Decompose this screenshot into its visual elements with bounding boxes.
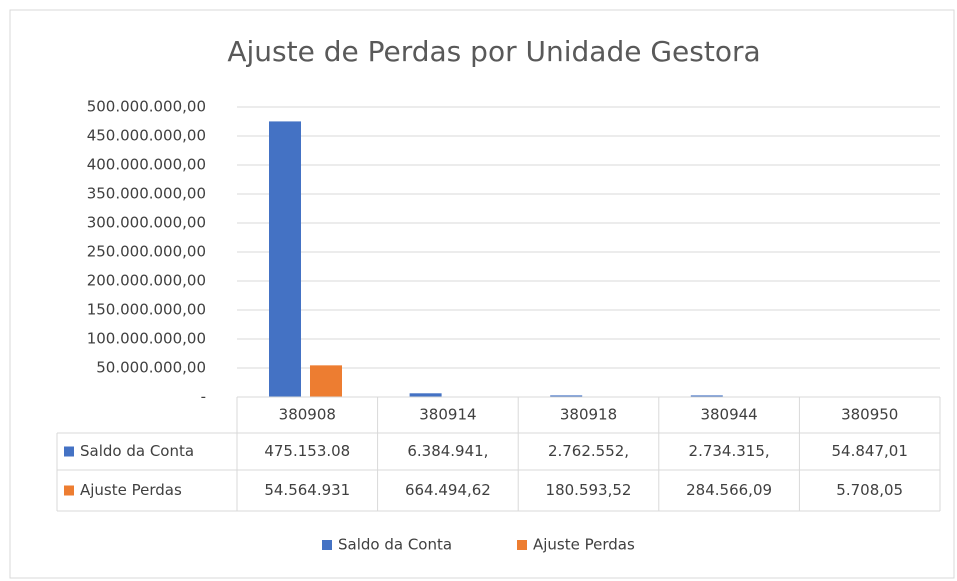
y-tick-label: 150.000.000,00 [87,301,206,319]
table-cell: 664.494,62 [405,481,491,499]
x-tick-label: 380950 [841,406,898,424]
chart-title: Ajuste de Perdas por Unidade Gestora [227,35,760,68]
table-cell: 2.762.552, [548,442,629,460]
table-cell: 2.734.315, [689,442,770,460]
table-cell: 284.566,09 [686,481,772,499]
y-tick-label: 400.000.000,00 [87,156,206,174]
bar [409,393,442,397]
legend-key [64,446,74,457]
y-tick-label: 350.000.000,00 [87,185,206,203]
y-tick-label: 500.000.000,00 [87,98,206,116]
bar [310,365,342,397]
row-label: Saldo da Conta [80,442,194,460]
x-tick-label: 380908 [279,406,336,424]
legend-label: Ajuste Perdas [533,536,635,554]
legend-label: Saldo da Conta [338,536,452,554]
table-cell: 475.153.08 [264,442,350,460]
x-tick-label: 380918 [560,406,617,424]
legend-key [64,485,74,496]
x-tick-label: 380914 [419,406,476,424]
bar [550,395,583,397]
y-tick-label: 250.000.000,00 [87,243,206,261]
y-tick-label: 50.000.000,00 [96,359,206,377]
legend-key [322,540,332,550]
y-tick-label: - [201,388,206,406]
y-tick-label: 100.000.000,00 [87,330,206,348]
bar [269,121,301,397]
legend-key [517,540,527,550]
table-cell: 5.708,05 [836,481,903,499]
y-tick-label: 450.000.000,00 [87,127,206,145]
y-tick-label: 300.000.000,00 [87,214,206,232]
row-label: Ajuste Perdas [80,481,182,499]
table-cell: 54.564.931 [264,481,350,499]
table-cell: 6.384.941, [407,442,488,460]
y-tick-label: 200.000.000,00 [87,272,206,290]
chart-border [9,9,955,579]
table-cell: 54.847,01 [832,442,908,460]
table-cell: 180.593,52 [546,481,632,499]
bar [690,395,723,397]
x-tick-label: 380944 [700,406,757,424]
